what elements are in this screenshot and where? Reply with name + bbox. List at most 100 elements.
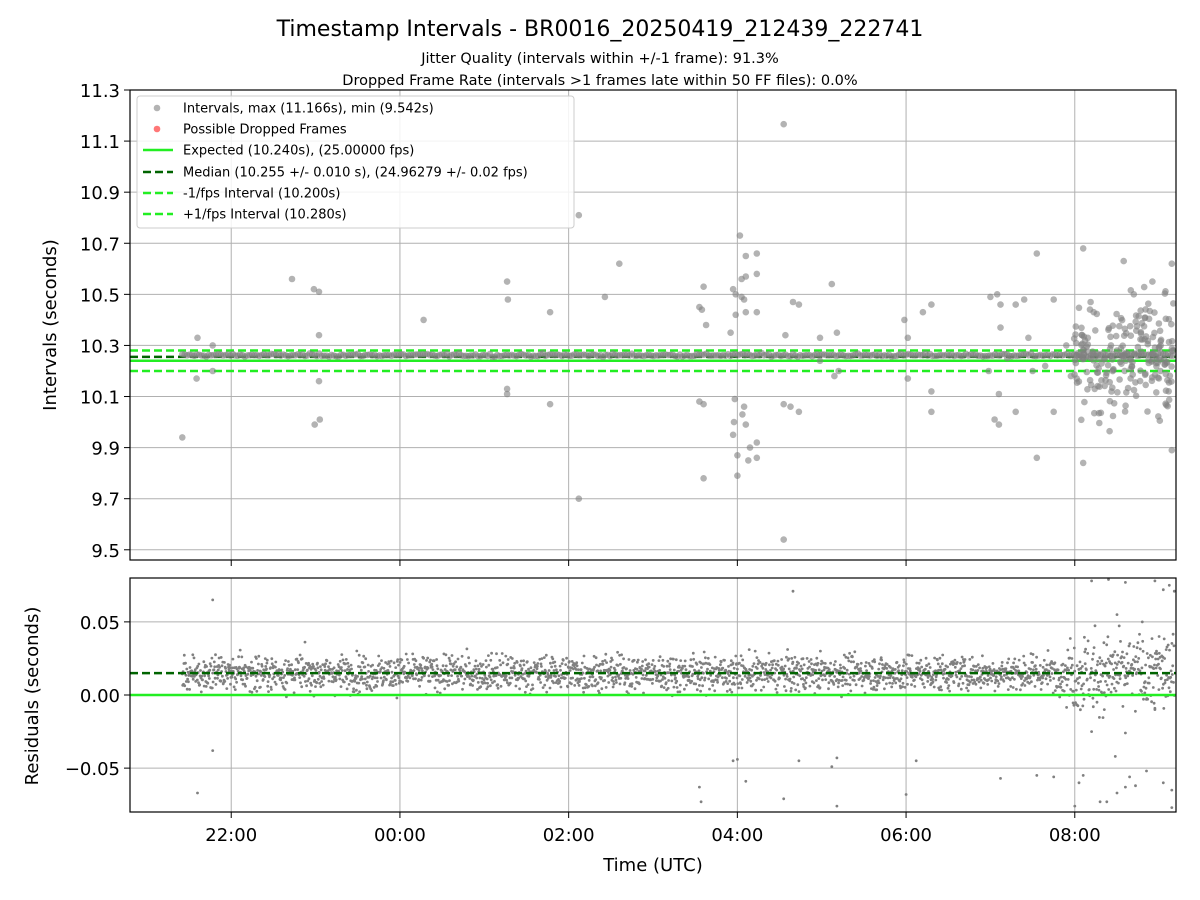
residual-point xyxy=(914,675,918,679)
interval-point xyxy=(503,278,511,285)
interval-point xyxy=(1165,338,1173,346)
residual-point xyxy=(702,671,705,675)
residual-point xyxy=(475,676,479,680)
residual-point xyxy=(1083,635,1086,639)
residual-point xyxy=(924,656,928,660)
residual-point xyxy=(206,681,210,685)
residual-point xyxy=(1140,689,1143,693)
residual-point xyxy=(363,681,366,685)
interval-point xyxy=(1162,400,1169,408)
residual-point xyxy=(1125,682,1129,685)
residual-point xyxy=(853,679,856,682)
residual-point xyxy=(770,666,774,670)
residual-point xyxy=(504,674,508,678)
residual-point xyxy=(1098,716,1101,719)
residual-point xyxy=(510,657,514,660)
interval-point xyxy=(780,536,787,543)
residual-point xyxy=(650,663,654,666)
residual-point xyxy=(1111,653,1115,657)
residual-point xyxy=(331,680,335,684)
residual-point xyxy=(758,661,762,664)
residual-point xyxy=(1154,666,1158,670)
residual-point xyxy=(445,680,449,683)
residual-point xyxy=(336,663,340,666)
residual-point xyxy=(420,676,424,679)
interval-point xyxy=(1142,381,1149,389)
residual-point xyxy=(356,675,359,678)
residual-point xyxy=(1013,677,1016,681)
interval-point xyxy=(1123,389,1130,396)
residual-point xyxy=(431,668,435,671)
residual-point xyxy=(338,659,342,663)
residual-point xyxy=(595,663,598,667)
residual-point xyxy=(283,674,287,677)
residual-point xyxy=(255,679,259,683)
residual-point xyxy=(583,686,587,690)
residual-point xyxy=(876,674,880,678)
residual-point xyxy=(1160,659,1164,663)
residual-point xyxy=(406,674,410,678)
interval-point xyxy=(1142,370,1149,378)
residual-point xyxy=(544,675,548,678)
residual-point xyxy=(193,668,197,672)
residual-point xyxy=(1105,683,1109,687)
residual-point xyxy=(683,659,687,663)
residual-point xyxy=(297,661,300,665)
residual-point xyxy=(1038,664,1042,667)
residual-point xyxy=(491,681,494,685)
residual-point xyxy=(693,668,696,672)
residual-point xyxy=(212,660,216,664)
residual-point xyxy=(872,658,876,661)
residual-point xyxy=(614,675,617,679)
residual-point xyxy=(679,659,683,662)
residual-point xyxy=(393,679,397,682)
residual-point xyxy=(558,679,562,683)
interval-point xyxy=(1116,376,1123,383)
residual-point xyxy=(846,656,850,660)
residual-point xyxy=(394,666,398,669)
residual-point xyxy=(228,663,232,667)
residual-point xyxy=(292,691,296,695)
residual-point xyxy=(620,653,623,657)
residual-point xyxy=(1093,679,1096,682)
interval-point xyxy=(1072,331,1079,338)
residual-point xyxy=(702,650,706,654)
residual-point xyxy=(817,677,821,680)
residual-point xyxy=(500,652,504,655)
residual-point xyxy=(362,654,366,658)
residual-point xyxy=(1068,656,1072,660)
residual-point xyxy=(344,658,348,661)
residual-point xyxy=(1124,581,1127,584)
residual-point xyxy=(315,681,319,685)
residual-point xyxy=(1104,680,1107,683)
residual-point xyxy=(421,669,424,673)
residual-point xyxy=(567,666,570,669)
residual-point xyxy=(338,677,342,681)
residual-point xyxy=(875,688,879,692)
residual-point xyxy=(789,687,793,690)
residual-point xyxy=(1102,641,1106,645)
legend-label-expected: Expected (10.240s), (25.00000 fps) xyxy=(183,144,414,159)
residual-point xyxy=(651,677,655,681)
residual-point xyxy=(1061,662,1065,666)
residual-point xyxy=(480,664,483,668)
residual-point xyxy=(599,669,602,673)
residual-point xyxy=(214,653,217,657)
residual-point xyxy=(1140,666,1144,670)
residual-point xyxy=(476,681,480,684)
residual-point xyxy=(797,690,801,693)
residual-point xyxy=(673,673,677,677)
residual-point xyxy=(859,669,863,673)
residual-point xyxy=(478,676,482,680)
residual-point xyxy=(747,648,751,651)
residual-point xyxy=(1019,688,1022,692)
interval-point xyxy=(1079,346,1087,354)
residual-point xyxy=(965,686,968,690)
residual-point xyxy=(644,674,648,677)
residual-point xyxy=(576,677,579,681)
residual-point xyxy=(555,668,558,672)
residual-point xyxy=(371,663,374,667)
interval-point xyxy=(729,285,737,293)
residual-point xyxy=(311,662,315,666)
residual-point xyxy=(560,662,564,665)
